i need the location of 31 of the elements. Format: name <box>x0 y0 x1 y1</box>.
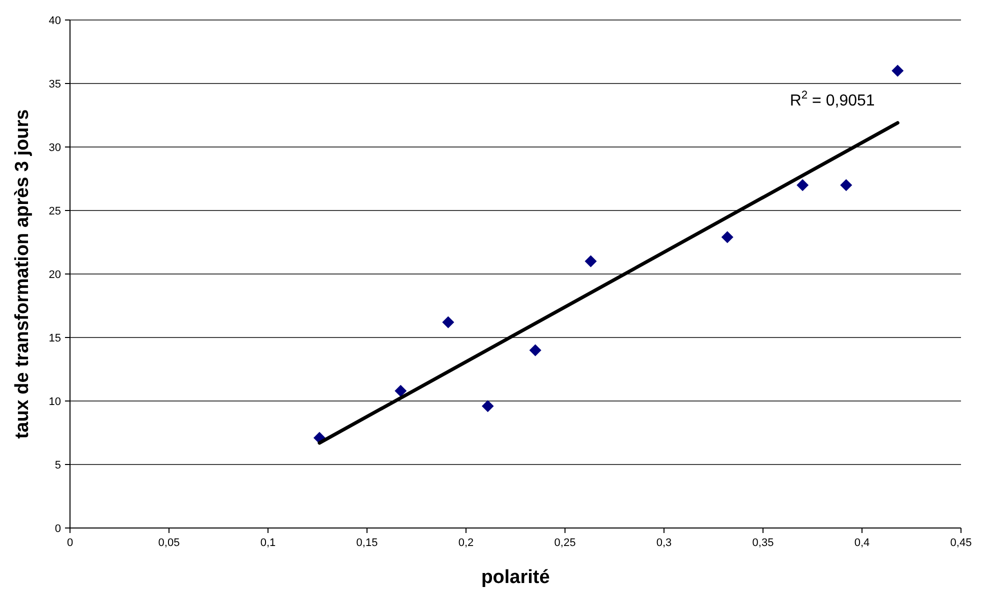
x-tick-label: 0,05 <box>158 537 180 549</box>
x-tick-label: 0,4 <box>854 537 870 549</box>
y-tick-label: 10 <box>48 396 61 408</box>
x-tick-label: 0,35 <box>752 537 774 549</box>
y-tick-label: 0 <box>54 523 61 535</box>
x-tick-label: 0,2 <box>458 537 474 549</box>
point <box>482 400 494 412</box>
x-tick-label: 0,45 <box>950 537 972 549</box>
point <box>721 231 734 244</box>
x-tick-label: 0,1 <box>260 537 276 549</box>
y-tick-label: 20 <box>48 269 61 281</box>
point <box>892 64 904 77</box>
x-tick-label: 0,15 <box>356 537 378 549</box>
x-axis-title: polarité <box>481 567 550 588</box>
x-tick-label: 0,3 <box>656 537 672 549</box>
point <box>796 179 809 192</box>
y-tick-label: 35 <box>48 78 61 90</box>
x-tick-label: 0 <box>66 537 74 549</box>
point <box>394 384 407 397</box>
y-tick-label: 25 <box>48 206 61 218</box>
y-tick-label: 15 <box>48 332 61 344</box>
point <box>840 179 852 192</box>
point <box>529 344 542 356</box>
annotation: R$^{2}$ = 0,9051 <box>790 89 875 110</box>
x-tick-label: 0,25 <box>554 537 576 549</box>
y-tick-label: 5 <box>54 460 61 472</box>
y-tick-label: 40 <box>48 15 61 27</box>
point <box>584 255 597 268</box>
y-axis-title: taux de transformation après 3 jours <box>12 109 33 439</box>
point <box>442 316 454 328</box>
y-tick-label: 30 <box>48 142 61 154</box>
